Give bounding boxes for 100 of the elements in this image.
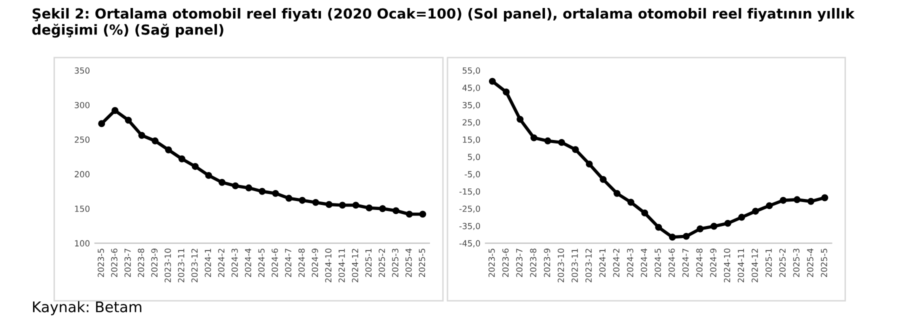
y-tick-label: 250 [74,136,90,143]
x-tick-label: 2024-9 [312,248,318,277]
x-tick-label: 2024-2 [218,248,224,277]
x-tick-label: 2024-1 [204,248,212,277]
point [807,198,814,205]
point [572,146,579,154]
point [502,88,510,96]
x-tick-label: 2023-11 [572,248,578,282]
point [392,207,400,214]
x-tick-label: 2024-7 [682,248,689,277]
x-tick-label: 2023-8 [530,248,536,277]
point [724,220,732,227]
x-tick-label: 2025-5 [820,248,828,277]
point [558,138,566,146]
point [516,116,524,123]
y-tick-label: 25,0 [462,119,480,126]
x-tick-label: 2023-9 [151,248,158,277]
x-tick-label: 2024-4 [640,248,648,277]
x-tick-label: 2024-5 [258,248,265,277]
point [258,188,266,195]
y-tick-label: 5,0 [468,154,480,161]
x-tick-label: 2024-3 [232,248,238,277]
point [696,225,704,232]
point [338,202,346,209]
point [298,196,306,204]
x-tick-label: 2024-6 [272,248,278,277]
x-tick-label: 2024-12 [752,248,758,282]
chart-title: Şekil 2: Ortalama otomobil reel fiyatı (2020 Ocak=100) (Sol panel), ortalama otomobil reel fiyatının yıllık değişimi (%) (Sağ panel) [32,8,855,38]
x-tick-label: 2024-12 [352,248,358,282]
x-tick-label: 2023-9 [544,248,550,277]
point [738,214,746,221]
x-tick-label: 2024-9 [710,248,716,277]
point [326,201,333,208]
y-tick-label: 100 [75,240,90,246]
x-tick-label: 2024-8 [298,248,305,277]
x-tick-label: 2023-7 [516,248,522,277]
point [600,176,607,183]
point [544,137,552,144]
y-tick-label: -15,0 [459,188,480,196]
point [668,234,676,241]
x-tick-label: 2023-10 [164,248,171,282]
point [488,78,496,85]
point [112,107,118,114]
point [655,224,662,231]
y-tick-label: 200 [74,171,90,178]
x-tick-label: 2023-10 [558,248,564,282]
x-tick-label: 2025-2 [378,248,385,277]
text: Kaynak: Betam [33,301,142,316]
point [152,137,159,144]
y-tick-label: 150 [75,206,90,212]
y-tick-label: -35,0 [459,222,480,230]
y-tick-label: 55,0 [462,67,480,75]
point [98,120,106,128]
y-tick-label: 300 [74,102,90,108]
point [682,232,690,240]
point [218,178,226,186]
x-tick-label: 2024-4 [244,248,252,277]
point [794,196,801,204]
y-tick-label: -25,0 [459,206,480,213]
point [406,210,413,218]
point [312,198,320,206]
point [178,155,186,162]
x-tick-label: 2024-10 [325,248,332,282]
point [419,210,426,218]
y-tick-label: -5,0 [464,171,480,178]
x-tick-label: 2025-4 [405,248,412,277]
point [641,209,648,216]
x-tick-label: 2024-2 [613,248,620,277]
point [710,222,718,230]
x-tick-label: 2023-12 [191,248,198,282]
x-tick-label: 2024-6 [668,248,675,277]
x-tick-label: 2024-1 [599,248,606,277]
x-tick-label: 2023-12 [585,248,592,282]
y-tick-label: -45,0 [459,240,480,248]
x-tick-label: 2024-3 [626,248,634,277]
point [614,190,620,197]
x-tick-label: 2023-11 [178,248,184,282]
point [138,132,146,139]
y-tick-label: 15,0 [462,136,480,144]
x-tick-label: 2023-5 [488,248,495,277]
x-tick-label: 2025-1 [365,248,372,277]
point [232,182,239,190]
point [124,116,132,124]
x-tick-label: 2025-3 [392,248,398,277]
x-tick-label: 2025-3 [793,248,800,277]
x-tick-label: 2023-7 [124,248,131,277]
point [205,172,212,179]
x-tick-label: 2025-1 [765,248,772,277]
x-tick-label: 2023-5 [98,248,104,277]
point [285,194,292,202]
x-tick-label: 2024-7 [285,248,292,277]
x-tick-label: 2023-6 [502,248,509,277]
y-tick-label: 350 [74,67,90,74]
x-tick-label: 2024-5 [654,248,661,277]
x-tick-label: 2023-6 [111,248,118,277]
x-tick-label: 2025-2 [779,248,786,277]
x-tick-label: 2025-5 [418,248,426,277]
point [352,202,360,209]
x-tick-label: 2024-11 [738,248,744,282]
x-tick-label: 2024-11 [338,248,345,282]
